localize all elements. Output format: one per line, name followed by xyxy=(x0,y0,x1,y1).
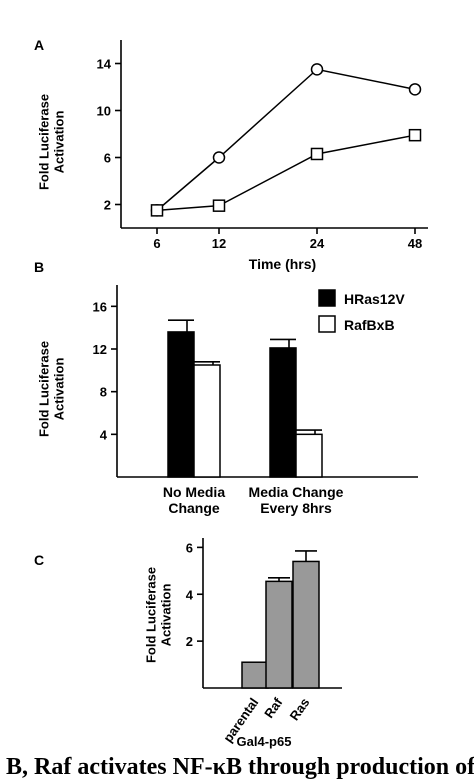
panel-a-x-tick-label-1: 12 xyxy=(212,236,226,251)
panel-c-bar-2 xyxy=(292,560,320,689)
panel-a-y-tick-label-1: 6 xyxy=(104,151,111,166)
panel-b-category-label-1-0: Media Change xyxy=(249,484,344,500)
panel-c-x-axis-label: Gal4-p65 xyxy=(237,734,292,749)
panel-a-y-tick-label-2: 10 xyxy=(97,104,111,119)
panel-b-y-tick-label-3: 16 xyxy=(93,299,107,314)
panel-c-y-axis-label: Fold LuciferaseActivation xyxy=(144,567,174,663)
panel-c-y-axis-label-line-1: Activation xyxy=(159,584,174,647)
panel-b-y-tick-label-0: 4 xyxy=(100,427,108,442)
panel-a-series-0-point-2 xyxy=(310,63,324,76)
panel-letter-b: B xyxy=(34,259,44,275)
panel-c-category-label-2: Ras xyxy=(286,695,312,723)
panel-a-y-axis-label-line-1: Activation xyxy=(52,111,67,174)
panel-a-y-axis-label-line-0: Fold Luciferase xyxy=(37,94,52,190)
panel-b-bar-1-1 xyxy=(295,433,323,478)
panel-b-category-label-0-0: No Media xyxy=(163,484,225,500)
panel-b-legend-label-1: RafBxB xyxy=(344,317,395,333)
panel-a-y-tick-label-3: 14 xyxy=(97,57,112,72)
panel-a-series-1-line xyxy=(156,134,416,212)
panel-b-y-axis-label: Fold LuciferaseActivation xyxy=(37,341,67,437)
panel-c-y-tick-label-0: 2 xyxy=(186,634,193,649)
figure-caption: B, Raf activates NF-κB through productio… xyxy=(6,754,474,780)
panel-b-category-label-1-1: Every 8hrs xyxy=(260,500,332,516)
panel-a-x-axis-label: Time (hrs) xyxy=(249,256,316,272)
panel-b-bar-0-0 xyxy=(167,331,195,478)
panel-letter-a: A xyxy=(34,37,44,53)
panel-a-x-tick-label-2: 24 xyxy=(310,236,325,251)
panel-a-series-0-point-1 xyxy=(212,151,226,164)
panel-c-y-axis-label-line-0: Fold Luciferase xyxy=(144,567,159,663)
panel-a-series-0-point-3 xyxy=(408,83,422,96)
panel-b-legend-swatch-1 xyxy=(318,315,336,333)
panel-b-y-axis-label-line-0: Fold Luciferase xyxy=(37,341,52,437)
panel-a-series-0-line xyxy=(156,68,416,211)
panel-a-series-1-point-1 xyxy=(212,199,226,212)
panel-b-legend-label-0: HRas12V xyxy=(344,291,405,307)
panel-a-y-axis-label: Fold LuciferaseActivation xyxy=(37,94,67,190)
panel-b-category-label-0-1: Change xyxy=(168,500,220,516)
panel-a-x-tick-label-0: 6 xyxy=(153,236,160,251)
panel-c-y-tick-label-1: 4 xyxy=(186,587,194,602)
panel-c-y-tick-label-2: 6 xyxy=(186,540,193,555)
panel-b-legend-swatch-0 xyxy=(318,289,336,307)
panel-b-bar-0-1 xyxy=(269,347,297,478)
panel-b-y-tick-label-1: 8 xyxy=(100,385,107,400)
panel-b-y-tick-label-2: 12 xyxy=(93,342,107,357)
panel-a-series-1-point-3 xyxy=(408,128,422,142)
panel-c-bar-1 xyxy=(265,580,293,689)
panel-a-series-1-point-0 xyxy=(150,204,164,217)
panel-b-y-axis-label-line-1: Activation xyxy=(52,358,67,421)
panel-a-series-1-point-2 xyxy=(310,147,324,161)
panel-b-bar-1-0 xyxy=(193,364,221,478)
panel-letter-c: C xyxy=(34,552,44,568)
panel-a-x-tick-label-3: 48 xyxy=(408,236,422,251)
panel-c-category-label-1: Raf xyxy=(261,695,286,721)
panel-c-bar-0 xyxy=(241,661,269,689)
panel-a-y-tick-label-0: 2 xyxy=(104,198,111,213)
